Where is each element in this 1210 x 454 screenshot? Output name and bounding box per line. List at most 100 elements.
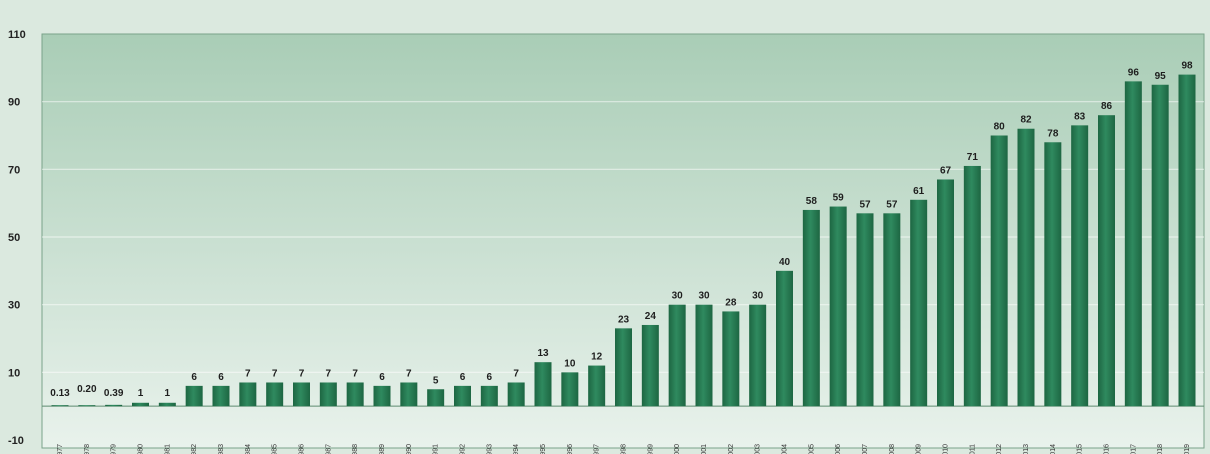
bar-1990 bbox=[400, 382, 418, 407]
bar-2007 bbox=[856, 213, 874, 407]
x-tick-label: 2010 bbox=[943, 444, 950, 454]
x-tick-label: 2011 bbox=[969, 444, 976, 454]
data-label: 82 bbox=[1020, 115, 1032, 126]
bar-1992 bbox=[454, 385, 471, 407]
data-label: 95 bbox=[1155, 71, 1167, 82]
bar-1993 bbox=[480, 385, 498, 407]
bar-1988 bbox=[346, 382, 364, 407]
bar-2004 bbox=[776, 270, 793, 407]
bar-2002 bbox=[722, 311, 740, 407]
bar-1994 bbox=[507, 382, 525, 407]
bar-2016 bbox=[1098, 115, 1115, 407]
bar-2003 bbox=[749, 304, 767, 407]
x-tick-label: 2018 bbox=[1157, 444, 1164, 454]
x-tick-label: 1977 bbox=[57, 444, 64, 454]
data-label: 57 bbox=[886, 199, 898, 210]
bar-2001 bbox=[695, 304, 713, 407]
x-tick-label: 1986 bbox=[299, 444, 306, 454]
bar-2010 bbox=[937, 179, 954, 407]
bar-1996 bbox=[561, 372, 579, 407]
data-label: 6 bbox=[460, 372, 466, 383]
bar-2012 bbox=[990, 135, 1008, 407]
data-label: 13 bbox=[537, 348, 549, 359]
data-label: 30 bbox=[698, 291, 710, 302]
bar-1981 bbox=[158, 402, 176, 407]
bar-1978 bbox=[78, 405, 96, 407]
bar-2018 bbox=[1151, 84, 1169, 407]
x-tick-label: 1987 bbox=[325, 444, 332, 454]
bar-1984 bbox=[239, 382, 257, 407]
data-label: 7 bbox=[352, 368, 358, 379]
x-tick-label: 2006 bbox=[835, 444, 842, 454]
data-label: 67 bbox=[940, 165, 952, 176]
data-label: 83 bbox=[1074, 111, 1086, 122]
x-tick-label: 1997 bbox=[594, 444, 601, 454]
x-tick-label: 1980 bbox=[138, 444, 145, 454]
y-tick-label: 90 bbox=[8, 97, 20, 109]
y-tick-label: 70 bbox=[8, 164, 20, 176]
bar-1987 bbox=[319, 382, 337, 407]
x-tick-label: 2004 bbox=[782, 444, 789, 454]
x-tick-label: 1996 bbox=[567, 444, 574, 454]
bar-1989 bbox=[373, 385, 391, 407]
data-label: 40 bbox=[779, 257, 791, 268]
bar-1998 bbox=[615, 328, 632, 407]
bar-1999 bbox=[641, 324, 659, 407]
data-label: 1 bbox=[165, 388, 171, 399]
bar-1986 bbox=[293, 382, 310, 407]
y-tick-label: -10 bbox=[8, 435, 24, 447]
x-tick-label: 2005 bbox=[808, 444, 815, 454]
bar-1995 bbox=[534, 362, 552, 407]
data-label: 7 bbox=[299, 368, 305, 379]
data-label: 96 bbox=[1128, 67, 1140, 78]
x-tick-label: 2002 bbox=[728, 444, 735, 454]
bar-2019 bbox=[1178, 74, 1196, 407]
data-label: 5 bbox=[433, 375, 439, 386]
data-label: 24 bbox=[645, 311, 657, 322]
data-label: 78 bbox=[1047, 128, 1059, 139]
bar-2015 bbox=[1071, 125, 1089, 407]
x-tick-label: 1992 bbox=[460, 444, 467, 454]
data-label: 6 bbox=[379, 372, 385, 383]
data-label: 57 bbox=[859, 199, 871, 210]
x-tick-label: 2017 bbox=[1130, 444, 1137, 454]
x-tick-label: 1981 bbox=[164, 444, 171, 454]
y-tick-label: 50 bbox=[8, 232, 20, 244]
x-tick-label: 2016 bbox=[1104, 444, 1111, 454]
data-label: 59 bbox=[833, 193, 845, 204]
x-tick-label: 1979 bbox=[111, 444, 118, 454]
data-label: 71 bbox=[967, 152, 979, 163]
bar-1979 bbox=[105, 404, 123, 407]
bar-1985 bbox=[266, 382, 284, 407]
x-tick-label: 1982 bbox=[191, 444, 198, 454]
x-tick-label: 2007 bbox=[862, 444, 869, 454]
data-label: 7 bbox=[245, 368, 251, 379]
x-tick-label: 2014 bbox=[1050, 444, 1057, 454]
data-label: 86 bbox=[1101, 101, 1113, 112]
x-tick-label: 2008 bbox=[889, 444, 896, 454]
x-tick-label: 2013 bbox=[1023, 444, 1030, 454]
y-tick-label: 30 bbox=[8, 300, 20, 312]
data-label: 61 bbox=[913, 186, 925, 197]
data-label: 7 bbox=[272, 368, 278, 379]
data-label: 0.20 bbox=[77, 384, 97, 395]
x-tick-label: 1978 bbox=[84, 444, 91, 454]
data-label: 7 bbox=[513, 368, 519, 379]
x-tick-label: 1995 bbox=[540, 444, 547, 454]
bar-1982 bbox=[185, 385, 203, 407]
x-tick-label: 1989 bbox=[379, 444, 386, 454]
bar-2006 bbox=[829, 206, 847, 407]
x-tick-label: 1984 bbox=[245, 444, 252, 454]
data-label: 12 bbox=[591, 352, 603, 363]
data-label: 7 bbox=[326, 368, 332, 379]
x-tick-label: 2001 bbox=[701, 444, 708, 454]
bar-2017 bbox=[1124, 81, 1142, 407]
x-tick-label: 2009 bbox=[916, 444, 923, 454]
bar-1991 bbox=[427, 389, 445, 407]
y-tick-label: 10 bbox=[8, 367, 20, 379]
data-label: 0.13 bbox=[50, 388, 70, 399]
bar-2009 bbox=[910, 199, 928, 407]
